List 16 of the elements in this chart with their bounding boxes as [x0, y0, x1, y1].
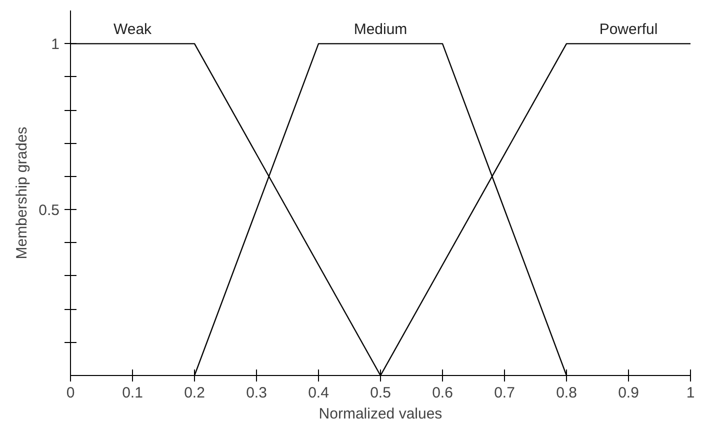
x-axis-title: Normalized values: [318, 406, 442, 422]
x-tick-label: 0.4: [308, 384, 329, 402]
series-label: Weak: [113, 21, 152, 38]
series-label: Powerful: [599, 21, 658, 38]
x-tick-label: 0.8: [556, 384, 577, 402]
x-tick-label: 0.2: [184, 384, 205, 402]
series-label: Medium: [354, 21, 408, 38]
y-axis-title: Membership grades: [14, 126, 31, 260]
x-tick-label: 0.5: [370, 384, 391, 402]
x-tick-label: 1: [686, 384, 695, 402]
x-tick-label: 0: [66, 384, 75, 402]
x-tick-label: 0.9: [618, 384, 639, 402]
x-tick-label: 0.1: [122, 384, 143, 402]
x-tick-label: 0.3: [246, 384, 267, 402]
x-tick-label: 0.7: [494, 384, 515, 402]
x-tick-label: 0.6: [432, 384, 453, 402]
